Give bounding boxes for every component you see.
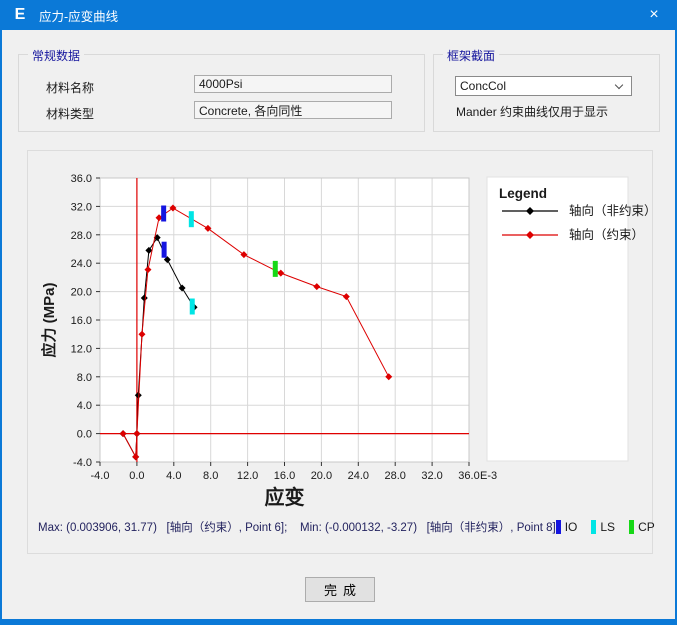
status-bar: Max: (0.003906, 31.77) [轴向（约束）, Point 6]… [38, 519, 655, 535]
data-point [178, 284, 186, 292]
data-point [144, 266, 152, 274]
x-tick-label: 16.0 [274, 470, 295, 482]
data-point [342, 293, 350, 301]
data-point [134, 391, 142, 399]
y-axis-title: 应力 (MPa) [40, 282, 58, 357]
data-point [313, 283, 321, 291]
x-tick-label: 0.0 [129, 470, 144, 482]
cp-swatch-icon [629, 520, 635, 534]
data-point [140, 294, 148, 302]
frame-section-note: Mander 约束曲线仅用于显示 [456, 105, 609, 119]
acceptance-marker-io [161, 205, 167, 222]
window-title: 应力-应变曲线 [39, 9, 119, 24]
data-point [138, 330, 146, 338]
material-type-input[interactable] [194, 101, 392, 119]
y-tick-label: 20.0 [71, 287, 92, 299]
y-tick-label: 4.0 [77, 400, 92, 412]
legend-marker [526, 207, 534, 215]
app-icon: E [14, 6, 26, 23]
group-frame-section: 框架截面 ConcCol Mander 约束曲线仅用于显示 [433, 47, 660, 132]
x-unit-label: E-3 [480, 470, 497, 482]
y-tick-label: 16.0 [71, 315, 92, 327]
acceptance-marker-ls [189, 298, 195, 315]
legend-marker [526, 231, 534, 239]
material-name-label: 材料名称 [46, 81, 95, 95]
group-general-data-label: 常规数据 [28, 47, 85, 64]
stress-strain-chart: -4.0 0.0 4.0 8.0 12.0 16.0 20.0 24.0 28.0 32.0 36.… [40, 173, 657, 509]
frame-section-selected-value: ConcCol [460, 79, 507, 93]
data-point [133, 430, 141, 438]
material-name-input[interactable] [194, 75, 392, 93]
y-tick-label: 36.0 [71, 173, 92, 185]
x-tick-label: 32.0 [421, 470, 442, 482]
x-tick-label: 36.0 [458, 470, 479, 482]
acceptance-item-io: IO [555, 520, 578, 534]
chart-panel: -4.0 0.0 4.0 8.0 12.0 16.0 20.0 24.0 28.0 32.0 36.… [27, 150, 657, 554]
data-point [132, 453, 140, 461]
data-point [385, 373, 393, 381]
data-point [155, 214, 163, 222]
done-button[interactable]: 完成 [305, 577, 375, 602]
x-tick-label: 28.0 [384, 470, 405, 482]
y-tick-label: 12.0 [71, 343, 92, 355]
x-tick-label: 12.0 [237, 470, 258, 482]
io-label: IO [564, 520, 578, 534]
data-point [204, 224, 212, 232]
data-point [163, 256, 171, 264]
data-point [145, 246, 153, 254]
material-type-label: 材料类型 [46, 107, 95, 121]
legend-label: 轴向（约束） [569, 227, 644, 242]
close-button[interactable]: × [649, 6, 659, 23]
io-swatch-icon [555, 520, 561, 534]
y-tick-label: 28.0 [71, 230, 92, 242]
cp-label: CP [638, 520, 655, 534]
chevron-down-icon [614, 80, 624, 90]
data-point [169, 204, 177, 212]
acceptance-item-cp: CP [629, 520, 655, 534]
data-point [277, 269, 285, 277]
data-point [240, 251, 248, 259]
status-text: Max: (0.003906, 31.77) [轴向（约束）, Point 6]… [38, 522, 556, 534]
group-frame-section-label: 框架截面 [443, 47, 500, 64]
title-bar: E 应力-应变曲线 × [2, 2, 675, 30]
acceptance-legend: IO LS CP [555, 520, 655, 534]
frame-section-select[interactable]: ConcCol [455, 76, 632, 96]
x-tick-label: 24.0 [348, 470, 369, 482]
x-tick-label: -4.0 [91, 470, 110, 482]
y-tick-label: 24.0 [71, 258, 92, 270]
x-tick-label: 4.0 [166, 470, 181, 482]
ls-swatch-icon [591, 520, 597, 534]
legend-title: Legend [499, 186, 547, 201]
y-tick-label: 8.0 [77, 372, 92, 384]
legend-label: 轴向（非约束） [569, 203, 652, 218]
y-tick-label: 32.0 [71, 201, 92, 213]
acceptance-marker-ls [188, 211, 194, 228]
group-general-data: 常规数据 材料名称 材料类型 [18, 47, 425, 132]
data-point [119, 430, 127, 438]
x-tick-label: 8.0 [203, 470, 218, 482]
acceptance-item-ls: LS [591, 520, 615, 534]
x-tick-label: 20.0 [311, 470, 332, 482]
ls-label: LS [600, 520, 616, 534]
acceptance-marker-cp [272, 260, 278, 277]
y-tick-label: 0.0 [77, 429, 92, 441]
y-tick-label: -4.0 [73, 457, 92, 469]
legend-box [486, 176, 629, 462]
acceptance-marker-io [161, 241, 167, 258]
x-axis-title: 应变 [265, 485, 305, 509]
